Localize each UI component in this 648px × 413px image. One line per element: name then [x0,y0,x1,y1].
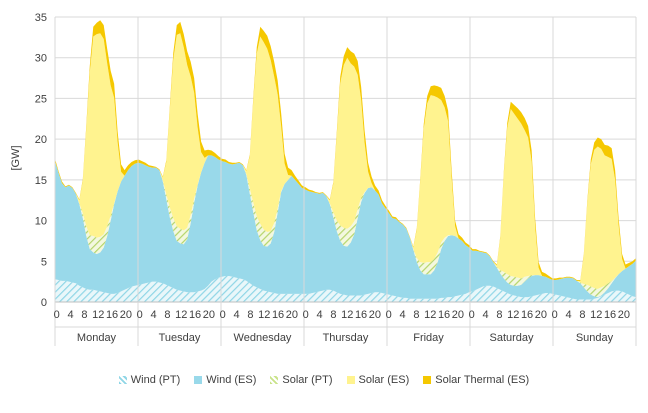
day-label: Sunday [576,332,614,344]
day-label: Wednesday [234,332,292,344]
x-tick-label: 4 [483,309,489,321]
x-tick-label: 20 [452,309,464,321]
legend-swatch [346,376,355,384]
x-tick-label: 12 [341,309,353,321]
x-tick-label: 12 [175,309,187,321]
day-label: Monday [77,332,117,344]
area-solar-es [55,33,636,289]
x-tick-label: 4 [400,309,406,321]
x-tick-label: 16 [355,309,367,321]
x-tick-label: 4 [317,309,323,321]
day-label: Friday [413,332,444,344]
legend-label: Wind (PT) [130,374,181,386]
x-tick-label: 20 [120,309,132,321]
y-tick-label: 30 [35,53,47,65]
x-tick-label: 20 [618,309,630,321]
legend: Wind (PT) Wind (ES) Solar (PT) Solar (ES) So… [0,374,648,386]
y-tick-label: 0 [41,297,47,309]
legend-swatch [270,376,279,384]
x-tick-label: 0 [303,309,309,321]
x-tick-label: 16 [189,309,201,321]
x-tick-label: 0 [386,309,392,321]
x-tick-label: 4 [68,309,74,321]
x-tick-label: 12 [424,309,436,321]
x-tick-label: 20 [369,309,381,321]
x-tick-label: 16 [106,309,118,321]
legend-item: Solar (PT) [270,374,333,386]
x-tick-label: 0 [469,309,475,321]
legend-label: Wind (ES) [206,374,257,386]
area-wind-es [55,155,636,300]
x-tick-label: 12 [590,309,602,321]
x-tick-label: 0 [552,309,558,321]
x-tick-label: 8 [81,309,87,321]
x-tick-label: 16 [272,309,284,321]
x-tick-label: 8 [247,309,253,321]
legend-swatch [118,376,127,384]
day-label: Thursday [323,332,369,344]
x-tick-label: 20 [203,309,215,321]
day-label: Saturday [489,332,534,344]
legend-item: Solar Thermal (ES) [423,374,529,386]
x-tick-label: 16 [521,309,533,321]
legend-item: Wind (ES) [194,374,256,386]
y-tick-label: 10 [35,216,47,228]
y-tick-label: 35 [35,12,47,24]
legend-item: Wind (PT) [118,374,181,386]
x-tick-label: 12 [92,309,104,321]
x-tick-label: 8 [164,309,170,321]
x-tick-label: 0 [137,309,143,321]
x-tick-label: 0 [220,309,226,321]
x-tick-label: 4 [566,309,572,321]
x-tick-label: 8 [413,309,419,321]
legend-label: Solar (ES) [358,374,410,386]
x-tick-label: 8 [330,309,336,321]
legend-swatch [423,376,432,384]
area-wind-pt [55,275,636,302]
x-tick-label: 12 [507,309,519,321]
x-tick-label: 16 [438,309,450,321]
x-tick-label: 4 [151,309,157,321]
x-tick-label: 20 [535,309,547,321]
y-tick-label: 20 [35,134,47,146]
day-label: Tuesday [159,332,201,344]
y-tick-label: 15 [35,175,47,187]
legend-swatch [194,376,203,384]
legend-label: Solar Thermal (ES) [435,374,530,386]
stacked-areas [55,20,636,302]
x-tick-label: 0 [54,309,60,321]
y-axis-label: [GW] [10,145,22,170]
y-tick-label: 25 [35,93,47,105]
legend-label: Solar (PT) [282,374,333,386]
x-tick-label: 20 [286,309,298,321]
x-tick-label: 8 [579,309,585,321]
x-tick-label: 16 [604,309,616,321]
x-tick-label: 8 [496,309,502,321]
x-tick-label: 12 [258,309,270,321]
legend-item: Solar (ES) [346,374,410,386]
y-tick-label: 5 [41,256,47,268]
x-tick-label: 4 [234,309,240,321]
